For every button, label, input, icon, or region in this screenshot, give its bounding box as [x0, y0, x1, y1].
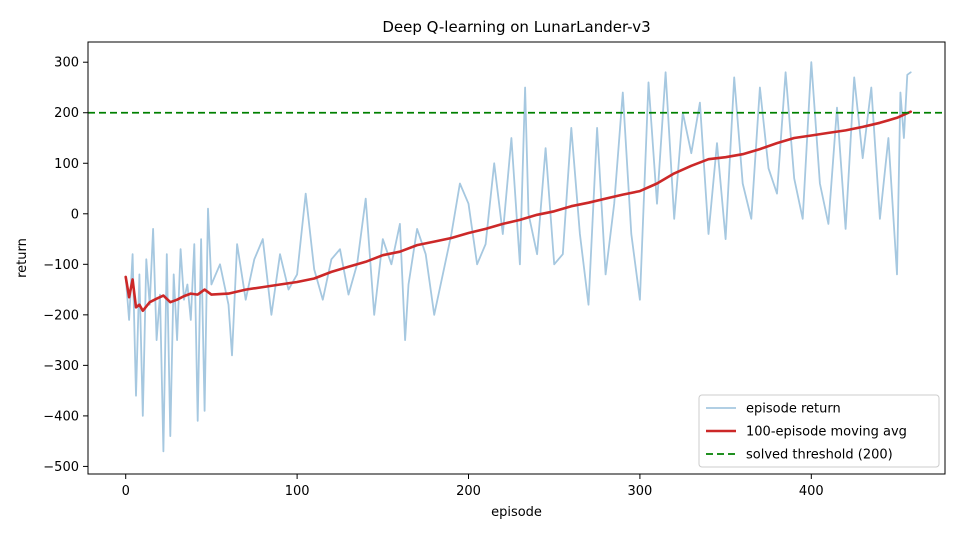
legend: episode return 100-episode moving avg so… [698, 394, 940, 468]
y-tick-label: −400 [43, 409, 79, 424]
series-episode-return-line [124, 61, 912, 453]
y-tick-label: 200 [54, 106, 79, 121]
x-tick-label: 100 [285, 484, 310, 499]
y-tick-label: −500 [43, 460, 79, 475]
x-axis-label: episode [491, 505, 542, 520]
x-axis: 0 100 200 300 400 [122, 474, 824, 499]
y-tick-label: 0 [71, 207, 79, 222]
legend-box [698, 394, 940, 468]
y-tick-label: 300 [54, 56, 79, 71]
chart-title: Deep Q-learning on LunarLander-v3 [382, 18, 650, 36]
plot-area [88, 61, 945, 453]
legend-label-episode-return: episode return [746, 402, 841, 417]
y-axis: −500 −400 −300 −200 −100 0 100 200 300 [43, 56, 88, 475]
y-tick-label: −100 [43, 258, 79, 273]
axes-frame [87, 41, 946, 475]
x-tick-label: 0 [122, 484, 130, 499]
legend-label-threshold: solved threshold (200) [746, 448, 893, 463]
y-axis-label: return [15, 238, 30, 278]
x-tick-label: 300 [627, 484, 652, 499]
series-layer [124, 61, 913, 453]
x-tick-label: 200 [456, 484, 481, 499]
y-tick-label: 100 [54, 157, 79, 172]
y-tick-label: −300 [43, 359, 79, 374]
legend-label-moving-avg: 100-episode moving avg [746, 425, 907, 440]
x-tick-label: 400 [799, 484, 824, 499]
y-tick-label: −200 [43, 308, 79, 323]
series-moving-avg-line [124, 110, 913, 313]
